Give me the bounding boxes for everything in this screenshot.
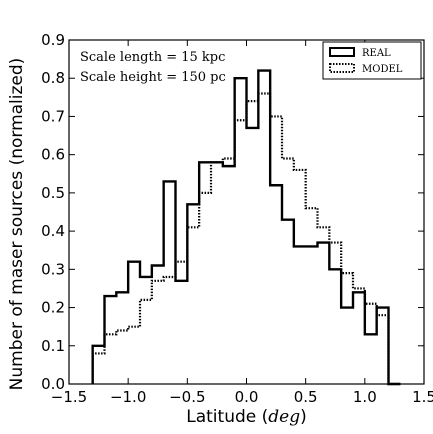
x-tick-label: −1.5 [51, 388, 87, 406]
x-tick-label: 0.0 [235, 388, 259, 406]
y-tick-label: 0.8 [41, 69, 65, 87]
x-tick-labels: −1.5 −1.0 −0.5 0.0 0.5 1.0 1.5 [51, 388, 433, 406]
x-tick-label: −0.5 [169, 388, 205, 406]
x-tick-label: 1.0 [353, 388, 377, 406]
y-tick-label: 0.4 [41, 222, 65, 240]
real-histogram-line [91, 69, 401, 386]
annotation-scale-height: Scale height = 150 pc [80, 70, 226, 85]
y-tick-label: 0.5 [41, 184, 65, 202]
tick-marks [68, 39, 425, 385]
y-tick-label: 0.7 [41, 107, 65, 125]
y-tick-label: 0.2 [41, 299, 65, 317]
y-tick-label: 0.6 [41, 146, 65, 164]
legend-real-label: REAL [362, 48, 391, 59]
x-axis-label: Latitude (deg) [186, 407, 306, 427]
y-tick-labels: 0.0 0.1 0.2 0.3 0.4 0.5 0.6 0.7 0.8 0.9 [41, 31, 65, 393]
y-tick-label: 0.0 [41, 375, 65, 393]
y-tick-label: 0.3 [41, 260, 65, 278]
y-axis-label: Number of maser sources (normalized) [7, 58, 27, 391]
y-tick-label: 0.1 [41, 337, 65, 355]
real-series-group [91, 69, 401, 386]
annotation-scale-length: Scale length = 15 kpc [80, 50, 225, 65]
x-tick-label: 1.5 [412, 388, 433, 406]
model-histogram-line [91, 92, 401, 386]
y-tick-label: 0.9 [41, 31, 65, 49]
legend-model-swatch [329, 63, 355, 73]
legend-model-label: MODEL [362, 64, 403, 75]
x-tick-label: 0.5 [294, 388, 318, 406]
legend-real-swatch [329, 47, 355, 57]
x-tick-label: −1.0 [110, 388, 146, 406]
model-series-group [91, 92, 401, 386]
legend: REAL MODEL [322, 41, 422, 80]
